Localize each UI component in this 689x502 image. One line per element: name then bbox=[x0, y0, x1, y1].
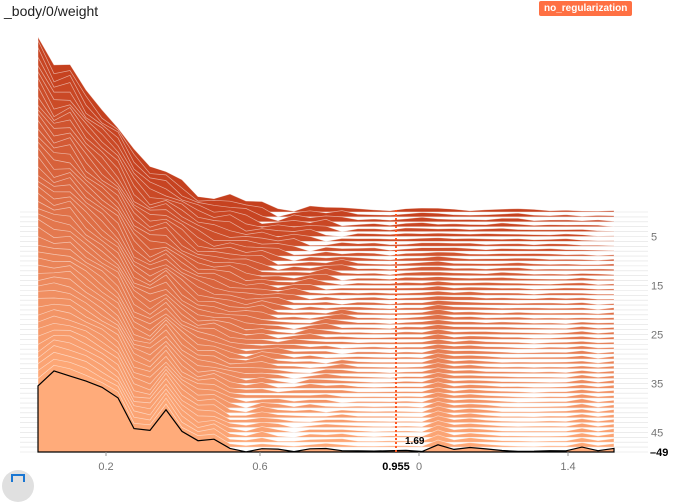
hover-x-label: 0.955 bbox=[382, 461, 410, 473]
chart-title: _body/0/weight bbox=[4, 3, 99, 19]
y-tick-label: 35 bbox=[651, 378, 663, 390]
x-tick-label: 0 bbox=[416, 461, 422, 473]
axes: 0.2 0.6 0 1.4 0.955 5 15 25 35 45 –49 bbox=[98, 231, 668, 473]
y-tick-label: 5 bbox=[651, 231, 657, 243]
x-tick-label: 0.2 bbox=[98, 461, 113, 473]
fit-domain-icon bbox=[11, 474, 25, 482]
hover-indicator: 1.69 bbox=[395, 210, 425, 454]
histogram-ridge bbox=[37, 322, 615, 414]
histogram-ridge bbox=[37, 345, 615, 433]
hover-step-label: –49 bbox=[650, 447, 668, 459]
histogram-ridge bbox=[37, 339, 615, 428]
y-tick-label: 25 bbox=[651, 329, 663, 341]
run-badge[interactable]: no_regularization bbox=[539, 1, 633, 16]
histogram-ridge bbox=[37, 351, 615, 438]
x-tick-label: 1.4 bbox=[560, 461, 575, 473]
y-tick-label: 45 bbox=[651, 427, 663, 439]
histogram-ridge bbox=[37, 334, 615, 423]
hover-value-label: 1.69 bbox=[405, 436, 425, 447]
histogram-ridge bbox=[37, 329, 615, 419]
histogram-ridge bbox=[37, 251, 615, 360]
histogram-chart[interactable]: 1.69 0.2 0.6 0 1.4 0.955 5 15 25 35 45 –49 bbox=[0, 0, 689, 486]
histogram-ridge bbox=[37, 315, 615, 409]
histogram-ridges bbox=[37, 35, 615, 453]
fit-domain-button[interactable] bbox=[2, 470, 34, 502]
histogram-ridge-front bbox=[37, 370, 615, 453]
x-tick-label: 0.6 bbox=[252, 461, 267, 473]
y-tick-label: 15 bbox=[651, 280, 663, 292]
